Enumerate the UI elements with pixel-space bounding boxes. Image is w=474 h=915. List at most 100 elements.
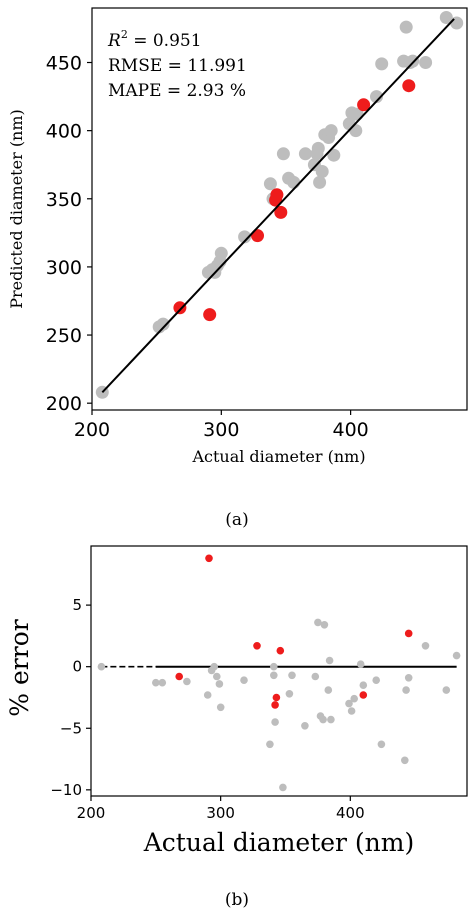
panel-b-x-axis-label: Actual diameter (nm) bbox=[143, 828, 415, 857]
training-error-point bbox=[311, 672, 320, 681]
training-data-point bbox=[238, 230, 252, 244]
training-error-point bbox=[288, 671, 296, 680]
y-tick-label: −5 bbox=[60, 719, 82, 737]
training-error-point bbox=[359, 681, 368, 689]
panel-b-y-axis-label: % error bbox=[5, 619, 34, 716]
training-error-point bbox=[216, 703, 225, 712]
training-data-point bbox=[419, 56, 433, 69]
training-error-point bbox=[279, 783, 287, 792]
x-tick-label: 300 bbox=[203, 419, 239, 441]
y-tick-label: 250 bbox=[46, 325, 82, 347]
training-data-point bbox=[263, 177, 277, 191]
test-data-point bbox=[270, 188, 284, 202]
panel-b-plot-frame bbox=[90, 545, 468, 797]
training-error-point bbox=[97, 662, 106, 671]
training-data-point bbox=[311, 141, 325, 155]
training-data-point bbox=[315, 165, 329, 178]
y-tick-label: 300 bbox=[46, 257, 82, 279]
y-tick-label: 0 bbox=[72, 658, 82, 676]
mape-annotation: MAPE = 2.93 % bbox=[108, 81, 246, 101]
x-tick-label: 400 bbox=[332, 419, 368, 441]
training-error-point bbox=[347, 707, 356, 715]
r2-annotation: R2 = 0.951 bbox=[107, 28, 202, 51]
y-tick-label: 350 bbox=[46, 189, 82, 211]
y-tick-label: −10 bbox=[50, 781, 82, 799]
training-error-point bbox=[350, 694, 359, 703]
training-error-point bbox=[320, 621, 329, 629]
panel-a-fit-line bbox=[101, 18, 455, 393]
training-error-point bbox=[402, 686, 410, 694]
training-data-point bbox=[450, 16, 464, 30]
panel-a-data-points bbox=[95, 11, 464, 399]
r2-exponent: 2 bbox=[121, 28, 128, 41]
training-data-point bbox=[313, 175, 327, 189]
test-data-point bbox=[203, 308, 217, 322]
y-tick-label: 450 bbox=[46, 53, 82, 75]
training-error-point bbox=[213, 672, 221, 681]
test-data-point bbox=[402, 79, 416, 93]
training-data-point bbox=[370, 90, 383, 104]
training-data-point bbox=[298, 147, 312, 161]
training-data-point bbox=[399, 20, 413, 34]
training-data-point bbox=[406, 54, 420, 68]
panel-a-plot-frame bbox=[91, 7, 468, 411]
training-error-point bbox=[345, 699, 353, 708]
r2-value: = 0.951 bbox=[128, 31, 202, 51]
training-data-point bbox=[349, 124, 363, 138]
training-data-point bbox=[156, 317, 170, 331]
y-tick-label: 200 bbox=[46, 393, 82, 415]
training-error-point bbox=[319, 715, 327, 724]
test-error-point bbox=[359, 691, 368, 699]
panel-b-x-ticks: 200 300 400 bbox=[77, 796, 365, 822]
test-error-point bbox=[271, 701, 279, 709]
training-error-point bbox=[372, 676, 381, 684]
training-error-point bbox=[271, 718, 279, 726]
test-data-point bbox=[357, 98, 371, 112]
training-error-point bbox=[210, 662, 218, 671]
panel-a-caption: (a) bbox=[225, 510, 248, 530]
training-error-point bbox=[452, 651, 461, 660]
test-error-point bbox=[253, 642, 261, 650]
panel-a-y-ticks: 200 250 300 350 400 450 bbox=[46, 53, 92, 415]
training-error-point bbox=[314, 618, 322, 627]
panel-b-caption: (b) bbox=[225, 890, 249, 910]
training-error-point bbox=[270, 662, 278, 671]
panel-b-y-ticks: −10 −5 0 5 bbox=[50, 596, 91, 799]
training-data-point bbox=[287, 175, 301, 189]
panel-b: 200 300 400 −10 −5 0 5 Actual diameter (nm) %… bbox=[5, 545, 468, 910]
training-error-point bbox=[356, 660, 365, 668]
training-error-point bbox=[404, 674, 413, 682]
y-tick-label: 5 bbox=[72, 596, 82, 614]
x-tick-label: 200 bbox=[74, 419, 110, 441]
training-data-point bbox=[375, 57, 389, 71]
training-error-point bbox=[377, 740, 386, 749]
training-error-point bbox=[158, 678, 167, 687]
test-error-point bbox=[175, 672, 183, 681]
training-error-point bbox=[442, 686, 451, 694]
training-data-point bbox=[276, 147, 290, 161]
training-error-point bbox=[327, 715, 335, 724]
training-error-point bbox=[401, 756, 409, 765]
x-tick-label: 200 bbox=[77, 804, 106, 822]
x-tick-label: 400 bbox=[336, 804, 365, 822]
test-data-point bbox=[274, 205, 288, 219]
training-error-point bbox=[266, 740, 274, 749]
training-data-point bbox=[214, 246, 228, 260]
training-data-point bbox=[327, 148, 341, 162]
test-error-point bbox=[276, 646, 285, 655]
training-error-point bbox=[240, 676, 248, 684]
training-error-point bbox=[324, 686, 333, 694]
training-error-point bbox=[285, 690, 294, 698]
training-data-point bbox=[439, 11, 453, 24]
x-tick-label: 300 bbox=[206, 804, 235, 822]
training-error-point bbox=[203, 691, 212, 699]
rmse-annotation: RMSE = 11.991 bbox=[108, 56, 247, 76]
training-data-point bbox=[324, 124, 338, 138]
training-error-point bbox=[183, 677, 191, 686]
panel-b-data-points bbox=[97, 554, 461, 792]
test-error-point bbox=[205, 554, 213, 563]
test-data-point bbox=[173, 301, 187, 315]
training-error-point bbox=[215, 680, 224, 688]
